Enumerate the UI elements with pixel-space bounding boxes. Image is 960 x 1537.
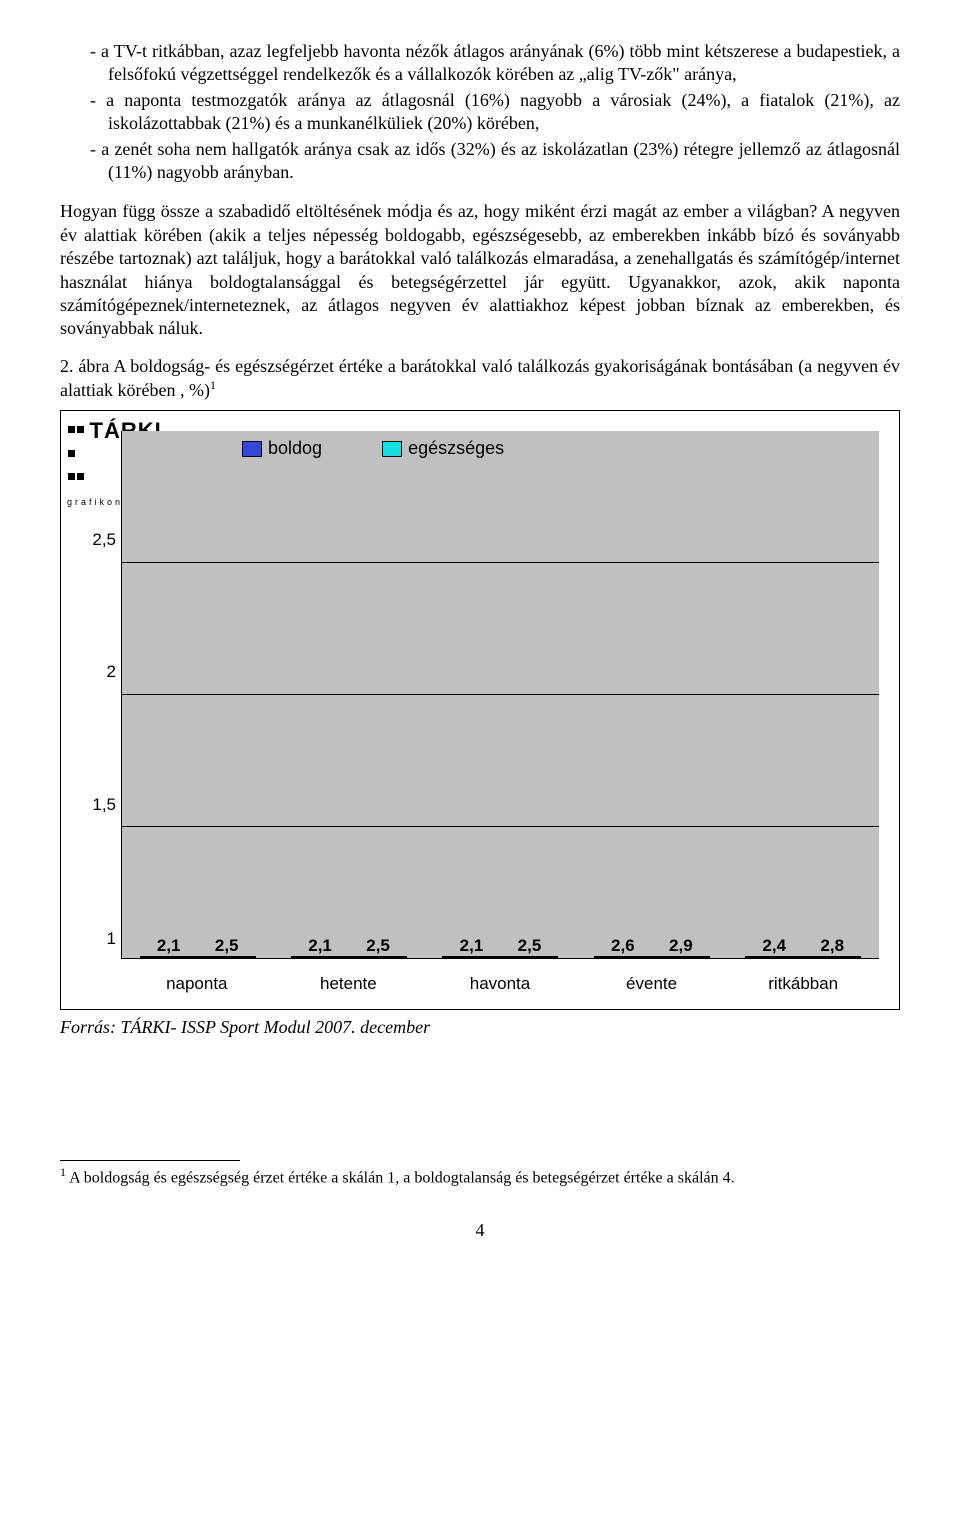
x-tick-label: naponta [121, 973, 273, 995]
bar-value-label: 2,5 [350, 935, 406, 957]
bar-boldog: 2,6 [594, 956, 652, 958]
figure-caption: 2. ábra A boldogság- és egészségérzet ér… [60, 355, 900, 403]
x-axis-labels: naponta hetente havonta évente ritkábban [121, 973, 879, 995]
body-paragraph: Hogyan függ össze a szabadidő eltöltésén… [60, 200, 900, 340]
bar-boldog: 2,1 [442, 956, 500, 958]
bar-boldog: 2,1 [291, 956, 349, 958]
bar-boldog: 2,4 [745, 956, 803, 958]
y-tick-label: 2,5 [81, 529, 116, 551]
bar-value-label: 2,8 [804, 935, 860, 957]
bar-value-label: 2,9 [653, 935, 709, 957]
footnote-marker: 1 [60, 1165, 66, 1179]
bar-value-label: 2,1 [292, 935, 348, 957]
bar-group: 2,62,9 [594, 956, 710, 958]
figure-caption-text: 2. ábra A boldogság- és egészségérzet ér… [60, 356, 900, 400]
logo-subtext: grafikon [67, 497, 123, 507]
bar-value-label: 2,6 [595, 935, 651, 957]
bar-egeszseges: 2,5 [198, 956, 256, 958]
bar-egeszseges: 2,5 [349, 956, 407, 958]
bar-value-label: 2,1 [141, 935, 197, 957]
bar-value-label: 2,1 [443, 935, 499, 957]
bar-group: 2,12,5 [291, 956, 407, 958]
bar-egeszseges: 2,5 [500, 956, 558, 958]
footnote-ref: 1 [210, 378, 216, 392]
page-number: 4 [60, 1219, 900, 1242]
y-tick-label: 1 [81, 928, 116, 950]
bar-group: 2,12,5 [140, 956, 256, 958]
bullet-item: a TV-t ritkábban, azaz legfeljebb havont… [90, 40, 900, 87]
bar-value-label: 2,4 [746, 935, 802, 957]
bar-egeszseges: 2,9 [652, 956, 710, 958]
bar-group: 2,42,8 [745, 956, 861, 958]
bullet-item: a zenét soha nem hallgatók aránya csak a… [90, 138, 900, 185]
footnote-text: 1 A boldogság és egészségség érzet érték… [60, 1165, 900, 1189]
bar-value-label: 2,5 [501, 935, 557, 957]
bullet-item: a naponta testmozgatók aránya az átlagos… [90, 89, 900, 136]
bar-value-label: 2,5 [199, 935, 255, 957]
chart-source: Forrás: TÁRKI- ISSP Sport Modul 2007. de… [60, 1016, 900, 1039]
bars-row: 2,12,52,12,52,12,52,62,92,42,8 [122, 431, 879, 958]
x-tick-label: hetente [273, 973, 425, 995]
x-tick-label: ritkábban [727, 973, 879, 995]
x-tick-label: havonta [424, 973, 576, 995]
footnote-body: A boldogság és egészségség érzet értéke … [69, 1169, 735, 1186]
bar-chart: TÁRKI grafikon boldog egészséges 2,12,52… [60, 410, 900, 1010]
bar-group: 2,12,5 [442, 956, 558, 958]
x-tick-label: évente [576, 973, 728, 995]
bar-boldog: 2,1 [140, 956, 198, 958]
y-tick-label: 2 [81, 661, 116, 683]
y-tick-label: 1,5 [81, 794, 116, 816]
bar-egeszseges: 2,8 [803, 956, 861, 958]
logo-squares-icon [67, 417, 85, 487]
footnote-separator [60, 1160, 240, 1161]
plot-area: boldog egészséges 2,12,52,12,52,12,52,62… [121, 431, 879, 959]
bullet-list: a TV-t ritkábban, azaz legfeljebb havont… [60, 40, 900, 184]
